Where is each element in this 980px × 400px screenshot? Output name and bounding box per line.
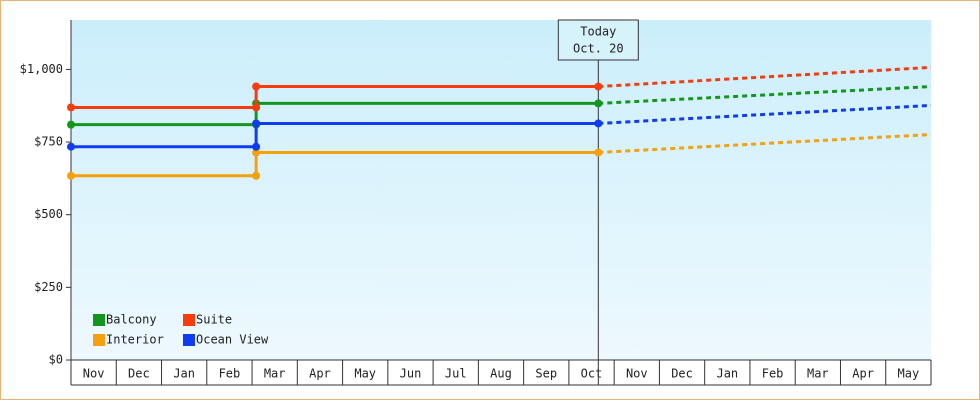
x-tick-label: Nov (83, 367, 105, 381)
point-marker (252, 142, 261, 151)
y-tick-label: $250 (34, 280, 63, 294)
forecast-line (598, 103, 932, 125)
y-tick-label: $0 (49, 353, 63, 367)
series-line (71, 151, 599, 178)
x-tick-label: Dec (128, 367, 150, 381)
point-marker (67, 171, 75, 180)
x-tick-label: Oct (581, 367, 603, 381)
forecast-line (598, 65, 932, 89)
point-marker (252, 171, 261, 180)
point-marker (594, 148, 603, 157)
point-marker (252, 103, 261, 112)
point-marker (252, 119, 261, 128)
x-tick-label: Jul (445, 367, 467, 381)
today-label: Oct. 20 (573, 42, 624, 56)
x-tick-label: Feb (219, 367, 241, 381)
x-tick-label: Aug (490, 367, 512, 381)
point-marker (67, 142, 75, 151)
legend-label: Ocean View (196, 333, 269, 347)
forecast-line (598, 132, 932, 155)
x-tick-label: Sep (535, 367, 557, 381)
point-marker (594, 99, 603, 108)
x-tick-label: Nov (626, 367, 648, 381)
x-tick-label: Mar (264, 367, 286, 381)
plot-background (71, 20, 931, 360)
legend-label: Interior (106, 333, 164, 347)
x-tick-label: Mar (807, 367, 829, 381)
x-tick-label: Jun (400, 367, 422, 381)
y-tick-label: $500 (34, 207, 63, 221)
point-marker (252, 148, 261, 157)
point-marker (594, 119, 603, 128)
today-box (557, 19, 639, 61)
x-tick-label: Jan (716, 367, 738, 381)
point-marker (67, 120, 75, 129)
today-label: Today (580, 25, 616, 39)
x-tick-label: Dec (671, 367, 693, 381)
x-tick-label: Jan (173, 367, 195, 381)
series-line (71, 121, 599, 149)
legend-swatch (93, 334, 105, 346)
x-tick-label: Apr (309, 367, 331, 381)
point-marker (252, 82, 261, 91)
series-line (71, 101, 599, 127)
point-marker (594, 82, 603, 91)
y-tick-label: $1,000 (20, 62, 63, 76)
legend-label: Balcony (106, 313, 157, 327)
x-tick-label: May (898, 367, 920, 381)
series-line (71, 85, 599, 109)
legend-swatch (183, 314, 195, 326)
x-tick-label: Apr (852, 367, 874, 381)
legend-swatch (183, 334, 195, 346)
legend-label: Suite (196, 313, 232, 327)
x-tick-label: Feb (762, 367, 784, 381)
point-marker (67, 103, 75, 112)
x-tick-label: May (354, 367, 376, 381)
forecast-line (598, 85, 932, 105)
legend-swatch (93, 314, 105, 326)
y-tick-label: $750 (34, 135, 63, 149)
